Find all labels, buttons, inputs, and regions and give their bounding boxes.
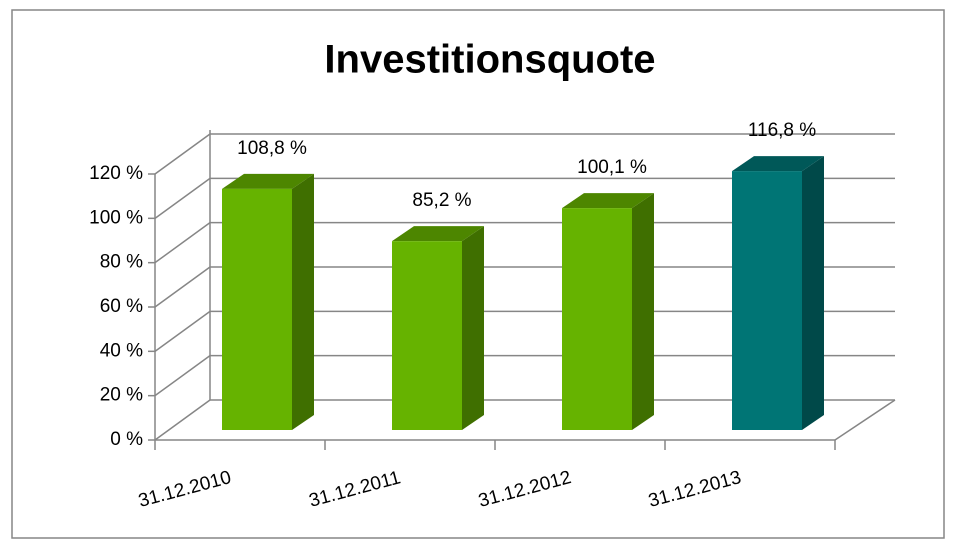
data-label: 85,2 % xyxy=(412,190,471,211)
bar-side xyxy=(462,226,484,430)
bar-side xyxy=(632,193,654,430)
bar-top xyxy=(732,156,824,172)
data-label: 100,1 % xyxy=(577,157,647,178)
grid-line-side xyxy=(154,266,211,308)
y-tick-label: 120 % xyxy=(89,163,143,184)
bar-side xyxy=(292,173,314,430)
y-tick-label: 60 % xyxy=(100,296,143,317)
bar-side xyxy=(802,156,824,431)
grid-line-side xyxy=(154,177,211,219)
grid-line-side xyxy=(154,355,211,397)
data-label: 116,8 % xyxy=(748,120,816,141)
bar xyxy=(732,171,802,431)
grid-line-side xyxy=(154,222,211,264)
bar xyxy=(562,208,632,430)
y-tick-label: 80 % xyxy=(100,252,143,273)
grid-line-side xyxy=(154,133,211,175)
grid-line-side xyxy=(154,399,211,441)
y-tick-label: 100 % xyxy=(89,207,143,228)
bar xyxy=(222,188,292,430)
bar-top xyxy=(392,226,484,242)
floor-edge xyxy=(834,399,896,441)
y-tick-label: 40 % xyxy=(100,340,143,361)
data-label: 108,8 % xyxy=(237,138,307,159)
y-tick-label: 20 % xyxy=(100,385,143,406)
bar xyxy=(392,241,462,430)
grid-line-side xyxy=(154,310,211,352)
bar-top xyxy=(562,193,654,209)
chart-title: Investitionsquote xyxy=(324,38,655,82)
bar-top xyxy=(222,173,314,189)
y-tick-label: 0 % xyxy=(110,429,143,450)
